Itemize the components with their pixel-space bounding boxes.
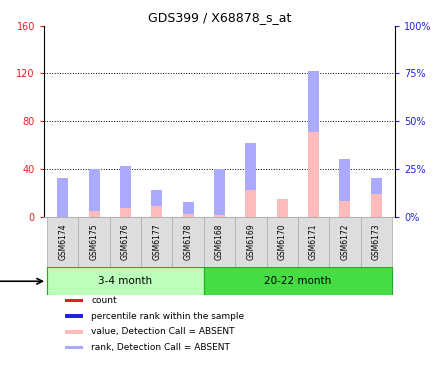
Bar [120,167,131,217]
Bar [307,71,318,217]
Bar [120,167,131,208]
Bar [57,181,68,217]
FancyBboxPatch shape [47,268,203,295]
FancyBboxPatch shape [78,217,110,268]
FancyBboxPatch shape [172,217,203,268]
FancyBboxPatch shape [203,268,391,295]
Text: GSM6175: GSM6175 [89,224,99,260]
Text: count: count [91,296,117,305]
Bar [339,159,350,217]
Text: GSM6178: GSM6178 [183,224,192,260]
FancyBboxPatch shape [47,217,78,268]
FancyBboxPatch shape [235,217,266,268]
Bar [276,199,287,217]
Bar [88,169,99,211]
Text: GSM6168: GSM6168 [215,224,223,260]
Bar [65,346,82,350]
FancyBboxPatch shape [328,217,360,268]
FancyBboxPatch shape [266,217,297,268]
Text: GSM6172: GSM6172 [339,224,349,260]
Bar [245,143,256,190]
Bar [57,178,68,217]
Text: GSM6177: GSM6177 [152,224,161,260]
FancyBboxPatch shape [203,217,235,268]
Text: GSM6176: GSM6176 [120,224,130,260]
Bar [370,178,381,194]
FancyBboxPatch shape [360,217,391,268]
Bar [307,71,318,132]
Text: GSM6173: GSM6173 [371,224,380,260]
Bar [151,190,162,217]
Bar [182,202,193,214]
FancyBboxPatch shape [141,217,172,268]
Bar [151,190,162,206]
Text: 20-22 month: 20-22 month [264,276,331,286]
Text: GSM6170: GSM6170 [277,224,286,260]
Title: GDS399 / X68878_s_at: GDS399 / X68878_s_at [148,11,290,25]
Bar [65,314,82,318]
Text: 3-4 month: 3-4 month [98,276,152,286]
Bar [88,169,99,217]
Text: GSM6169: GSM6169 [246,224,255,260]
Text: rank, Detection Call = ABSENT: rank, Detection Call = ABSENT [91,343,230,352]
FancyBboxPatch shape [110,217,141,268]
Text: GSM6174: GSM6174 [58,224,67,260]
Bar [245,143,256,217]
Bar [339,159,350,201]
Bar [214,169,225,214]
Text: value, Detection Call = ABSENT: value, Detection Call = ABSENT [91,328,234,336]
Bar [65,330,82,333]
Bar [65,299,82,302]
Text: GSM6171: GSM6171 [308,224,318,260]
Bar [182,202,193,217]
Text: percentile rank within the sample: percentile rank within the sample [91,311,244,321]
Bar [214,169,225,217]
Bar [370,178,381,217]
FancyBboxPatch shape [297,217,328,268]
